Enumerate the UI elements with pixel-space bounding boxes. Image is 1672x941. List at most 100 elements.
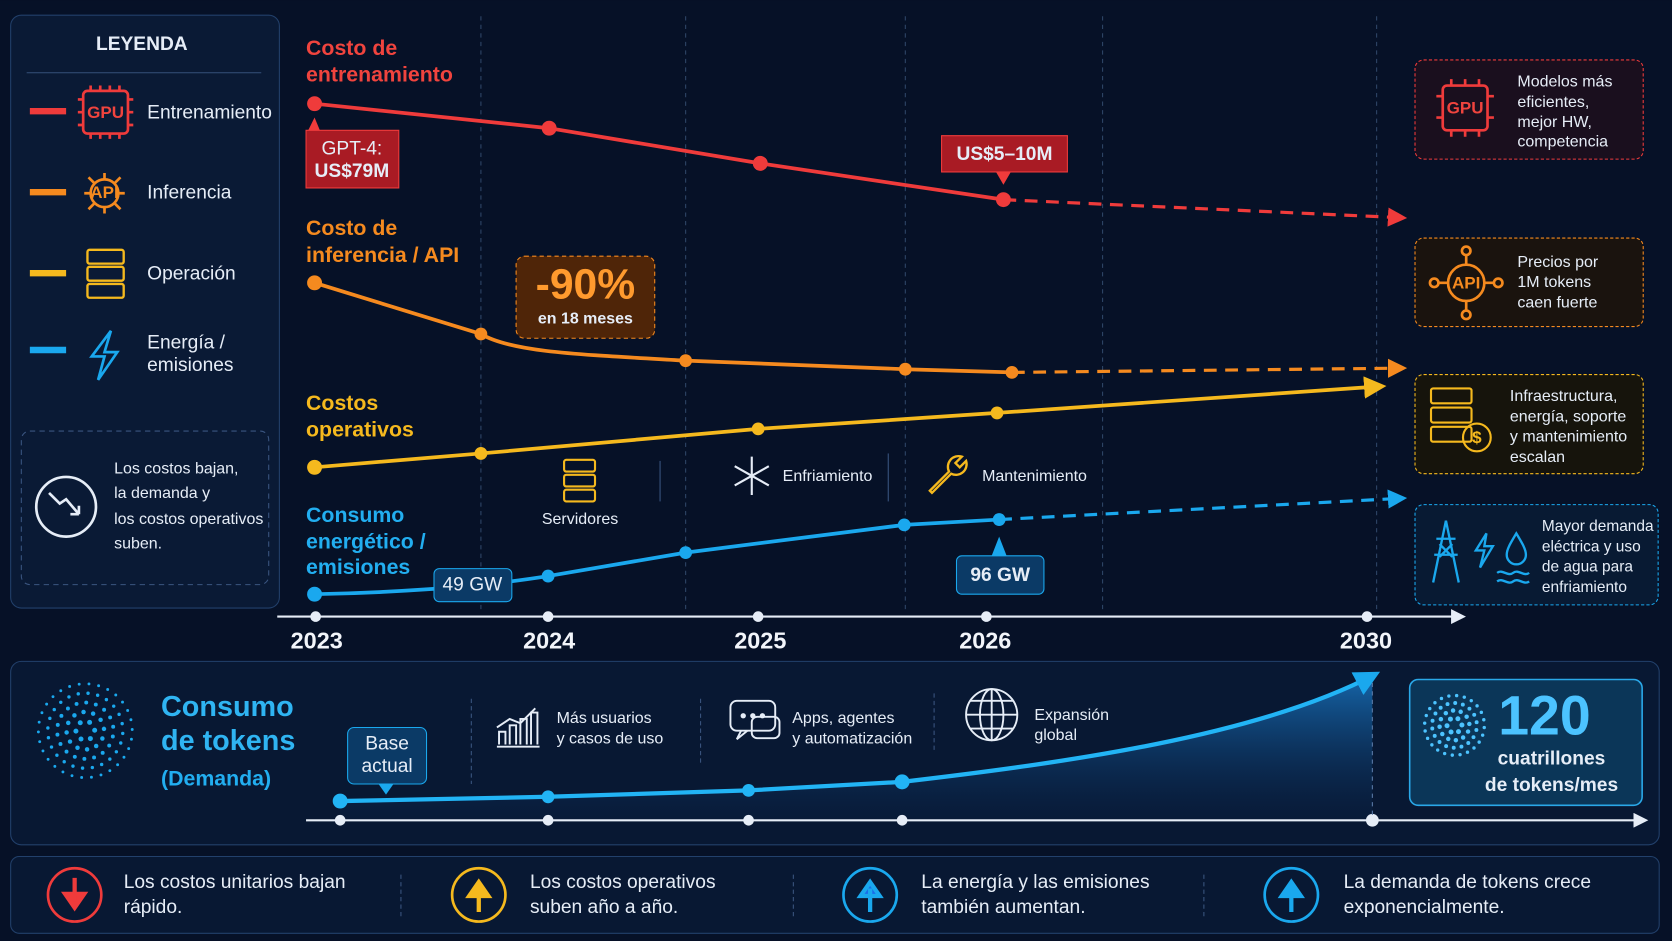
icon-label: GPU xyxy=(1447,99,1484,118)
dot xyxy=(59,689,63,693)
dot xyxy=(53,764,57,768)
side-note: Precios por xyxy=(1517,254,1599,271)
dot xyxy=(1459,722,1465,728)
dot xyxy=(108,769,112,773)
dot xyxy=(126,709,130,712)
dot xyxy=(64,749,69,754)
chart-area xyxy=(480,16,1378,611)
callout: US$5–10M xyxy=(956,144,1052,165)
side-note: eficientes, xyxy=(1517,94,1589,111)
driver-label: y casos de uso xyxy=(557,730,664,747)
dot xyxy=(1472,746,1476,750)
dot xyxy=(1437,740,1442,744)
dot xyxy=(119,741,123,745)
dot xyxy=(1439,696,1444,701)
dot xyxy=(1451,745,1456,750)
side-note: y mantenimiento xyxy=(1510,429,1627,446)
dot xyxy=(1467,706,1472,711)
legend-item: Entrenamiento xyxy=(147,102,272,123)
dot xyxy=(59,713,64,718)
dot xyxy=(1450,708,1456,713)
side-note: Mayor demanda xyxy=(1542,518,1654,535)
series-label: energético / xyxy=(306,530,426,554)
callout: US$79M xyxy=(315,161,390,182)
dot xyxy=(65,706,70,711)
dot xyxy=(51,695,55,699)
legend-item: Energía / xyxy=(147,333,226,354)
dot xyxy=(130,737,133,741)
dot xyxy=(129,718,133,722)
dot xyxy=(1444,744,1449,749)
side-note: caen fuerte xyxy=(1517,294,1597,311)
side-note: Modelos más xyxy=(1517,74,1612,91)
dot xyxy=(74,701,79,706)
dot xyxy=(68,685,72,688)
dot xyxy=(1440,731,1445,737)
legend-item: emisiones xyxy=(147,355,233,376)
dot xyxy=(99,773,103,777)
legend-note: la demanda y xyxy=(114,485,210,502)
dot xyxy=(108,757,112,761)
dot xyxy=(101,726,107,732)
icon-label: GPU xyxy=(87,103,124,122)
footer-text: La demanda de tokens crece xyxy=(1344,872,1591,893)
dot xyxy=(1438,716,1444,722)
dot xyxy=(49,745,54,749)
series-label: Costos xyxy=(306,391,378,415)
footer-text: exponencialmente. xyxy=(1344,897,1505,918)
dot xyxy=(67,739,73,744)
dot xyxy=(90,775,93,779)
inference-line xyxy=(307,255,1408,379)
dot xyxy=(1455,729,1462,735)
dot xyxy=(90,711,96,716)
operation-label: Mantenimiento xyxy=(982,468,1087,485)
dot xyxy=(93,743,99,749)
callout: 96 GW xyxy=(970,565,1031,586)
dot xyxy=(72,754,77,759)
year-label: 2023 xyxy=(291,627,343,653)
footer-panel xyxy=(10,855,1660,934)
dot xyxy=(1482,718,1486,722)
year-label: 2025 xyxy=(734,627,786,653)
legend-note: los costos operativos xyxy=(114,511,263,528)
dot xyxy=(92,755,97,760)
series-label: Costo de xyxy=(306,36,397,60)
dot xyxy=(41,749,45,753)
series-label: emisiones xyxy=(306,555,410,579)
dot xyxy=(121,731,125,736)
dot xyxy=(62,760,66,764)
footer-text: Los costos unitarios bajan xyxy=(124,872,346,893)
dot xyxy=(58,741,63,746)
icon-label: $ xyxy=(1472,428,1482,447)
icon-label: API xyxy=(1452,273,1480,292)
dot xyxy=(52,707,56,712)
dot xyxy=(114,750,119,754)
footer-text: rápido. xyxy=(124,897,183,918)
dot xyxy=(82,756,87,761)
series-label: operativos xyxy=(306,418,414,442)
dot xyxy=(84,700,89,705)
dot xyxy=(1479,710,1484,715)
dot xyxy=(75,745,80,750)
side-note: energía, soporte xyxy=(1510,408,1627,425)
dot xyxy=(87,736,93,742)
operation-label: Servidores xyxy=(542,511,618,528)
dot xyxy=(117,712,121,717)
dot xyxy=(92,727,98,733)
dot xyxy=(73,728,79,734)
footer-text: Los costos operativos xyxy=(530,872,716,893)
dot xyxy=(98,717,103,723)
dot xyxy=(1433,711,1438,716)
dot xyxy=(112,704,116,708)
dot xyxy=(38,740,42,744)
dot xyxy=(90,765,95,770)
base-label: actual xyxy=(361,756,412,777)
callout-percent: -90% xyxy=(536,260,636,308)
dot xyxy=(46,736,51,740)
dot xyxy=(1455,716,1461,722)
year-label: 2024 xyxy=(523,627,575,653)
dot xyxy=(67,695,71,699)
dot xyxy=(1454,693,1459,698)
dot xyxy=(1437,724,1442,729)
